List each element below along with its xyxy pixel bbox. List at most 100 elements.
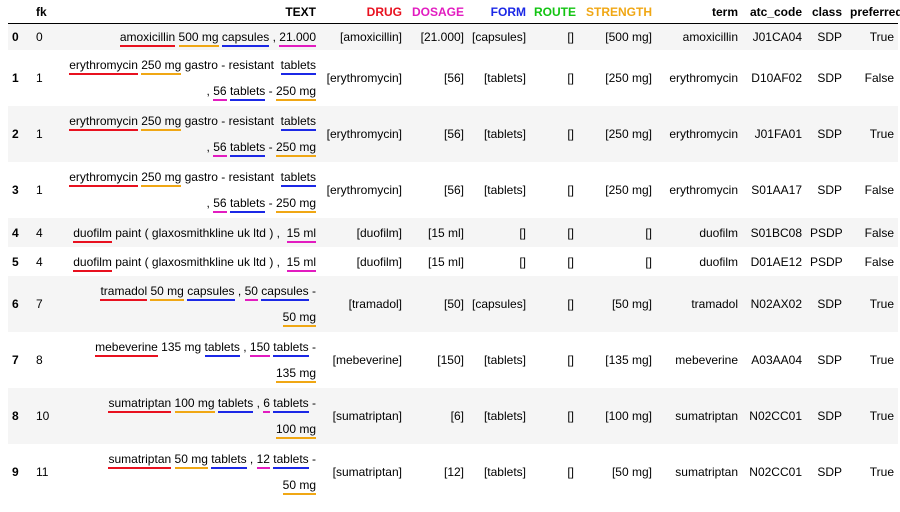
entity-form: tablets (229, 196, 266, 213)
header-preferred: preferred (846, 0, 900, 24)
cell-strength: [250 mg] (605, 183, 652, 197)
entity-drug: amoxicillin (119, 30, 176, 47)
row-index: 8 (12, 409, 19, 423)
entity-dosage: 56 (213, 140, 227, 157)
cell-class: PSDP (810, 254, 843, 269)
cell-strength: [100 mg] (605, 409, 652, 423)
header-row: fk TEXT DRUG DOSAGE FORM ROUTE STRENGTH term atc… (8, 0, 900, 24)
header-route: ROUTE (530, 0, 578, 24)
entity-dosage: 56 (213, 196, 227, 213)
cell-atc-code: J01CA04 (752, 30, 802, 44)
cell-drug: [erythromycin] (326, 127, 402, 141)
entity-form: tablets (229, 84, 266, 101)
cell-preferred: False (864, 225, 894, 240)
cell-fk: 4 (36, 225, 43, 240)
table-row: 6 7 tramadol 50 mg capsules , 50 capsules … (8, 276, 898, 332)
text-token (171, 452, 174, 467)
text-line: amoxicillin 500 mg capsules , 21.000 (62, 24, 316, 50)
cell-term: sumatriptan (675, 409, 738, 423)
text-line: erythromycin 250 mg gastro - resistant t… (62, 108, 316, 134)
entity-strength: 250 mg (141, 114, 182, 131)
cell-text: tramadol 50 mg capsules , 50 capsules -5… (58, 276, 320, 332)
cell-fk: 1 (36, 127, 43, 141)
cell-dosage: [56] (443, 71, 464, 85)
cell-route: [] (567, 30, 574, 44)
entity-strength: 250 mg (275, 140, 316, 157)
cell-atc-code: S01AA17 (751, 183, 802, 197)
text-token: - (308, 396, 316, 410)
cell-route: [] (567, 254, 574, 269)
text-line: 135 mg (62, 360, 316, 386)
entity-drug: mebeverine (95, 340, 158, 357)
cell-form: [tablets] (483, 353, 526, 367)
cell-drug: [sumatriptan] (332, 409, 402, 423)
cell-preferred: False (864, 71, 894, 85)
cell-drug: [duofilm] (356, 225, 402, 240)
cell-route: [] (567, 71, 574, 85)
cell-drug: [sumatriptan] (332, 465, 402, 479)
cell-text: mebeverine 135 mg tablets , 150 tablets … (58, 332, 320, 388)
entity-form: tablets (280, 58, 316, 75)
table-row: 2 1 erythromycin 250 mg gastro - resistant… (8, 106, 898, 162)
text-token: - (308, 452, 316, 466)
entity-form: capsules (187, 284, 235, 301)
header-dosage: DOSAGE (406, 0, 468, 24)
cell-term: erythromycin (669, 71, 738, 85)
row-index: 9 (12, 465, 19, 479)
entity-form: tablets (217, 396, 254, 413)
cell-drug: [erythromycin] (326, 71, 402, 85)
cell-strength: [50 mg] (611, 297, 652, 311)
text-token: , (234, 284, 245, 298)
header-form: FORM (468, 0, 530, 24)
text-token: paint ( glaxosmithkline uk ltd ) , (111, 225, 287, 240)
cell-preferred: False (864, 254, 894, 269)
table-row: 0 0 amoxicillin 500 mg capsules , 21.000 [a… (8, 23, 898, 50)
cell-term: mebeverine (675, 353, 738, 367)
cell-term: erythromycin (669, 127, 738, 141)
cell-route: [] (567, 409, 574, 423)
entity-dosage: 6 (263, 396, 270, 413)
entity-drug: erythromycin (69, 58, 138, 75)
text-line: 100 mg (62, 416, 316, 442)
text-line: tramadol 50 mg capsules , 50 capsules - (62, 278, 316, 304)
entity-form: tablets (229, 140, 266, 157)
row-index: 1 (12, 71, 19, 85)
cell-class: SDP (817, 183, 842, 197)
text-line: , 56 tablets - 250 mg (62, 134, 316, 160)
cell-form: [capsules] (472, 297, 527, 311)
entity-drug: sumatriptan (108, 452, 172, 469)
cell-fk: 1 (36, 71, 43, 85)
cell-dosage: [56] (443, 127, 464, 141)
entity-strength: 50 mg (282, 478, 316, 495)
cell-route: [] (567, 183, 574, 197)
cell-strength: [135 mg] (605, 353, 652, 367)
cell-fk: 1 (36, 183, 43, 197)
entity-drug: duofilm (73, 254, 112, 272)
entity-form: tablets (204, 340, 240, 357)
header-fk: fk (32, 0, 58, 24)
table-row: 8 10 sumatriptan 100 mg tablets , 6 tablet… (8, 388, 898, 444)
entity-form: tablets (273, 396, 309, 413)
cell-form: [tablets] (483, 465, 526, 479)
entity-dosage: 50 (244, 284, 258, 301)
cell-form: [] (519, 254, 526, 269)
cell-dosage: [15 ml] (427, 225, 464, 240)
cell-dosage: [21.000] (420, 30, 464, 44)
text-line: mebeverine 135 mg tablets , 150 tablets … (62, 334, 316, 360)
cell-fk: 10 (36, 409, 50, 423)
entity-drug: duofilm (73, 225, 112, 243)
cell-preferred: True (869, 353, 894, 367)
text-line: , 56 tablets - 250 mg (62, 78, 316, 104)
cell-route: [] (567, 297, 574, 311)
entity-drug: sumatriptan (108, 396, 172, 413)
cell-class: SDP (817, 353, 842, 367)
text-token: - (265, 140, 276, 154)
header-index (8, 0, 32, 24)
cell-form: [tablets] (483, 71, 526, 85)
cell-class: SDP (817, 30, 842, 44)
ner-results-table: fk TEXT DRUG DOSAGE FORM ROUTE STRENGTH term atc… (8, 0, 900, 500)
entity-dosage: 15 ml (286, 254, 316, 272)
text-token: , (246, 452, 257, 466)
cell-class: SDP (817, 409, 842, 423)
entity-form: tablets (211, 452, 247, 469)
